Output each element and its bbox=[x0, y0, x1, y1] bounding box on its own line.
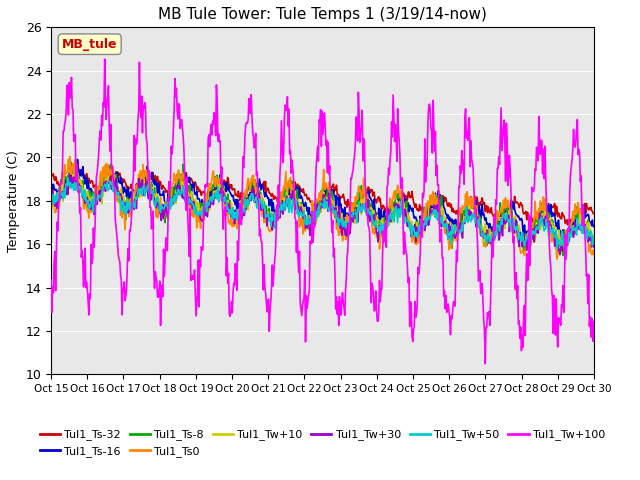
Line: Tul1_Ts0: Tul1_Ts0 bbox=[51, 156, 594, 259]
Tul1_Tw+10 bbox=[198, 210, 205, 216]
Tul1_Tw+30 bbox=[65, 171, 73, 177]
Tul1_Ts-16 bbox=[114, 169, 122, 175]
Line: Tul1_Tw+50: Tul1_Tw+50 bbox=[51, 178, 594, 249]
Tul1_Ts-16 bbox=[74, 156, 81, 162]
Tul1_Tw+50 bbox=[57, 192, 65, 198]
Tul1_Tw+50 bbox=[590, 240, 598, 246]
Tul1_Ts-16 bbox=[169, 195, 177, 201]
Tul1_Tw+30 bbox=[169, 198, 177, 204]
Tul1_Tw+100 bbox=[47, 277, 55, 283]
Tul1_Ts0 bbox=[553, 256, 561, 262]
Tul1_Tw+10 bbox=[74, 170, 81, 176]
Line: Tul1_Tw+10: Tul1_Tw+10 bbox=[51, 173, 594, 251]
Tul1_Tw+10 bbox=[562, 248, 570, 253]
Line: Tul1_Tw+30: Tul1_Tw+30 bbox=[51, 174, 594, 254]
Tul1_Ts-8 bbox=[47, 191, 55, 196]
Tul1_Tw+50 bbox=[169, 196, 177, 202]
Tul1_Tw+50 bbox=[553, 246, 561, 252]
Tul1_Ts-16 bbox=[590, 224, 598, 229]
Legend: Tul1_Ts-32, Tul1_Ts-16, Tul1_Ts-8, Tul1_Ts0, Tul1_Tw+10, Tul1_Tw+30, Tul1_Tw+50,: Tul1_Ts-32, Tul1_Ts-16, Tul1_Ts-8, Tul1_… bbox=[35, 425, 610, 461]
Tul1_Ts-8 bbox=[389, 201, 397, 207]
Tul1_Ts-16 bbox=[527, 239, 534, 245]
Tul1_Ts-32 bbox=[590, 211, 598, 216]
Tul1_Tw+50 bbox=[389, 211, 397, 216]
Tul1_Tw+10 bbox=[47, 200, 55, 206]
Tul1_Ts-16 bbox=[405, 209, 413, 215]
Tul1_Tw+50 bbox=[47, 195, 55, 201]
Tul1_Ts-32 bbox=[70, 167, 78, 172]
Tul1_Ts-32 bbox=[57, 187, 65, 193]
Tul1_Ts0 bbox=[57, 187, 65, 192]
Tul1_Ts0 bbox=[169, 180, 177, 186]
Line: Tul1_Tw+100: Tul1_Tw+100 bbox=[51, 59, 594, 364]
Tul1_Ts-16 bbox=[198, 200, 205, 205]
Title: MB Tule Tower: Tule Temps 1 (3/19/14-now): MB Tule Tower: Tule Temps 1 (3/19/14-now… bbox=[158, 7, 487, 22]
Tul1_Tw+30 bbox=[556, 252, 564, 257]
Line: Tul1_Ts-8: Tul1_Ts-8 bbox=[51, 162, 594, 255]
Tul1_Ts-8 bbox=[198, 214, 205, 220]
Line: Tul1_Ts-16: Tul1_Ts-16 bbox=[51, 159, 594, 242]
Tul1_Ts-32 bbox=[405, 189, 413, 195]
Tul1_Ts-8 bbox=[405, 224, 413, 230]
Tul1_Tw+10 bbox=[57, 193, 65, 199]
Tul1_Tw+100 bbox=[405, 275, 413, 280]
Tul1_Ts-8 bbox=[590, 238, 598, 244]
Tul1_Tw+100 bbox=[57, 179, 65, 185]
Tul1_Ts-32 bbox=[564, 222, 572, 228]
Tul1_Tw+100 bbox=[169, 144, 177, 149]
Tul1_Tw+50 bbox=[114, 190, 122, 196]
Tul1_Ts-32 bbox=[114, 173, 122, 179]
Tul1_Ts-8 bbox=[57, 177, 65, 182]
Tul1_Tw+100 bbox=[590, 319, 598, 324]
Tul1_Tw+30 bbox=[47, 200, 55, 205]
Tul1_Tw+100 bbox=[101, 56, 109, 62]
Tul1_Tw+30 bbox=[405, 221, 413, 227]
Tul1_Ts-8 bbox=[169, 184, 177, 190]
Tul1_Ts0 bbox=[47, 210, 55, 216]
Line: Tul1_Ts-32: Tul1_Ts-32 bbox=[51, 169, 594, 225]
Tul1_Tw+30 bbox=[198, 216, 205, 222]
Tul1_Tw+10 bbox=[389, 209, 397, 215]
Tul1_Tw+100 bbox=[389, 92, 397, 98]
Tul1_Ts-8 bbox=[559, 252, 567, 258]
Tul1_Ts-32 bbox=[389, 202, 397, 207]
Tul1_Ts-16 bbox=[47, 179, 55, 184]
Tul1_Ts0 bbox=[389, 195, 397, 201]
Tul1_Ts-32 bbox=[198, 192, 205, 198]
Y-axis label: Temperature (C): Temperature (C) bbox=[7, 150, 20, 252]
Tul1_Tw+100 bbox=[481, 361, 489, 367]
Tul1_Tw+10 bbox=[590, 239, 598, 245]
Tul1_Tw+10 bbox=[405, 217, 413, 223]
Tul1_Tw+30 bbox=[114, 184, 122, 190]
Text: MB_tule: MB_tule bbox=[62, 38, 118, 51]
Tul1_Tw+50 bbox=[64, 175, 72, 180]
Tul1_Ts-8 bbox=[67, 159, 75, 165]
Tul1_Ts0 bbox=[66, 154, 74, 159]
Tul1_Tw+30 bbox=[590, 244, 598, 250]
Tul1_Ts-32 bbox=[47, 170, 55, 176]
Tul1_Tw+10 bbox=[169, 198, 177, 204]
Tul1_Ts-16 bbox=[389, 206, 397, 212]
Tul1_Tw+50 bbox=[198, 213, 205, 218]
Tul1_Tw+10 bbox=[114, 193, 122, 199]
Tul1_Tw+100 bbox=[198, 244, 205, 250]
Tul1_Ts-8 bbox=[114, 187, 122, 193]
Tul1_Tw+30 bbox=[389, 210, 397, 216]
Tul1_Ts0 bbox=[590, 252, 598, 257]
Tul1_Tw+50 bbox=[405, 221, 413, 227]
Tul1_Ts0 bbox=[114, 194, 122, 200]
Tul1_Ts-32 bbox=[169, 188, 177, 193]
Tul1_Tw+30 bbox=[57, 193, 65, 199]
Tul1_Tw+100 bbox=[114, 241, 122, 247]
Tul1_Ts-16 bbox=[57, 194, 65, 200]
Tul1_Ts0 bbox=[405, 215, 413, 220]
Tul1_Ts0 bbox=[198, 211, 205, 216]
